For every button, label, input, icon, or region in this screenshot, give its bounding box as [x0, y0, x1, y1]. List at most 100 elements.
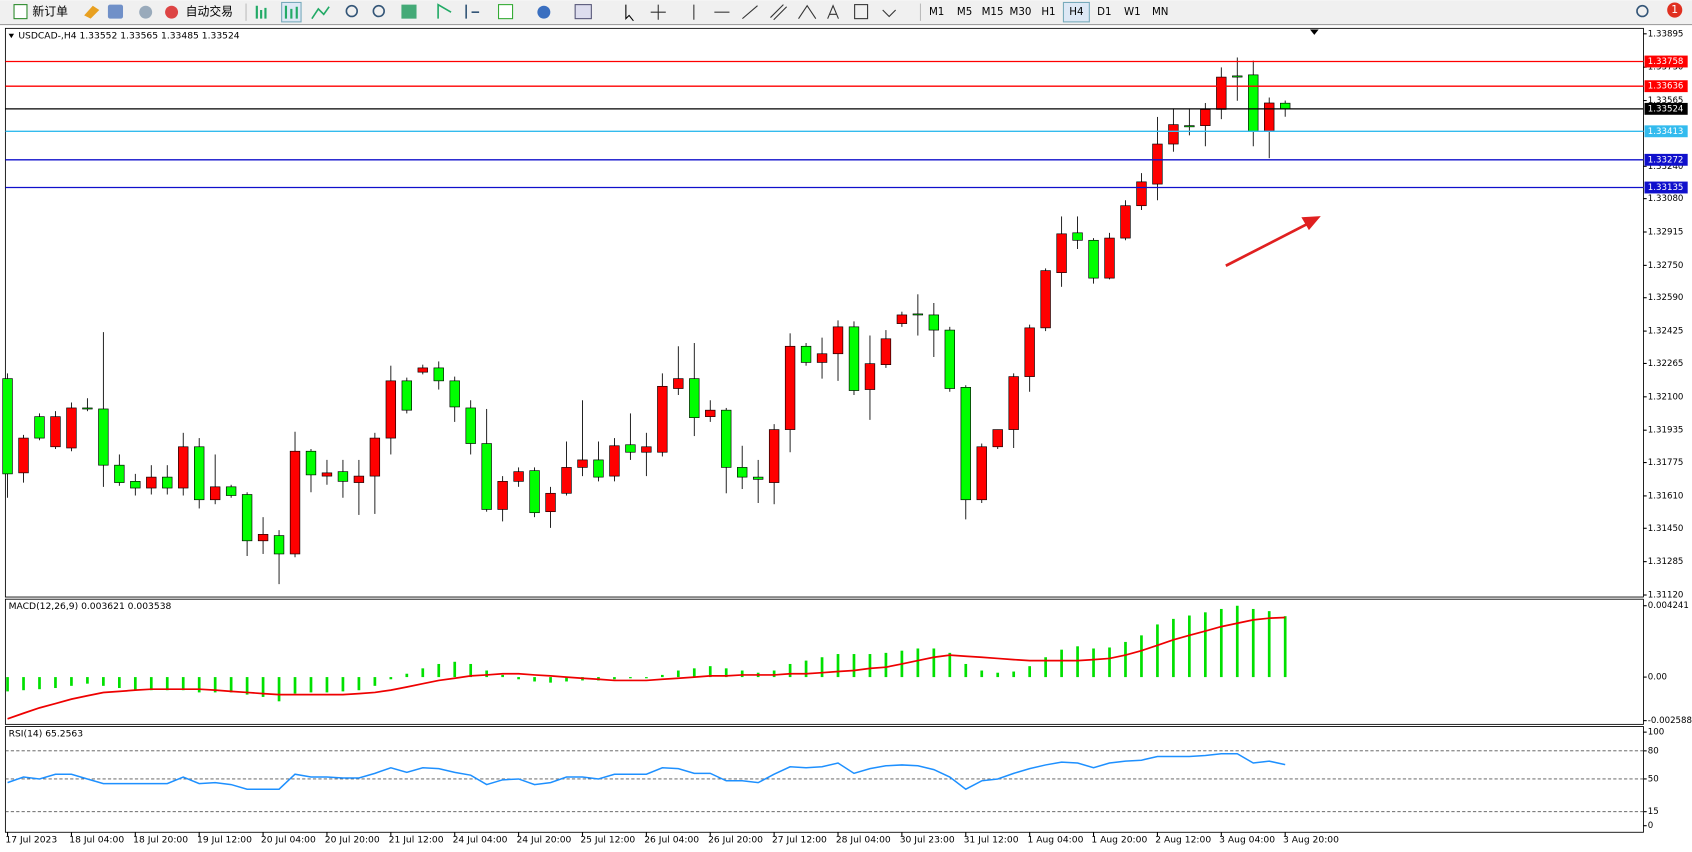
histogram-bar — [772, 670, 776, 678]
macd-panel — [4, 598, 1644, 725]
icon[interactable] — [497, 4, 514, 20]
candle-body — [401, 380, 412, 411]
timeframe-button[interactable]: W1 — [1124, 6, 1141, 18]
icon[interactable] — [255, 5, 267, 19]
candle-body — [257, 534, 269, 542]
timeframe-button[interactable]: M15 — [982, 6, 1004, 18]
button-label[interactable]: 新订单 — [32, 5, 68, 19]
candle-body — [752, 476, 764, 480]
timeframe-button[interactable]: MN — [1152, 6, 1169, 18]
y-tick-label: 1.32915 — [1648, 228, 1684, 238]
icon[interactable] — [537, 5, 551, 19]
candle-body — [513, 471, 524, 482]
channel-tool[interactable] — [770, 4, 788, 21]
zoom-out[interactable] — [372, 4, 385, 18]
zoom-in[interactable] — [345, 4, 358, 18]
trend-tool[interactable] — [742, 5, 758, 20]
text-tool[interactable] — [827, 4, 839, 19]
price-level-label: 1.33636 — [1648, 82, 1684, 92]
histogram-bar — [309, 677, 313, 693]
icon[interactable] — [284, 5, 298, 19]
timeframe-button[interactable]: M5 — [957, 6, 972, 18]
icon[interactable] — [574, 4, 592, 20]
signal-line — [7, 616, 1286, 720]
histogram-bar — [357, 677, 361, 691]
candle-body — [625, 444, 636, 453]
x-tick-label: 18 Jul 20:00 — [133, 834, 188, 845]
candle-body — [178, 446, 189, 489]
candle-body — [880, 338, 892, 365]
timeframe-button[interactable]: M1 — [929, 6, 944, 18]
histogram-bar — [724, 668, 728, 678]
notification-count: 1 — [1671, 3, 1678, 16]
panel-title: MACD(12,26,9) 0.003621 0.003538 — [9, 601, 172, 612]
shapes-tool[interactable] — [882, 9, 897, 18]
icon — [165, 5, 179, 19]
search[interactable] — [1636, 4, 1649, 18]
timeframe-bar: M1 M5 M15 M30 H1 H4 D1 W1 MN — [929, 1, 1169, 23]
histogram-bar — [660, 674, 664, 678]
candle-body — [896, 314, 908, 324]
fibo-tool[interactable] — [798, 4, 817, 19]
icon[interactable] — [139, 5, 153, 19]
cursor-tool[interactable] — [625, 4, 634, 22]
price-level-tag — [1644, 102, 1688, 115]
candle-body — [66, 407, 77, 449]
candle-body — [1232, 75, 1243, 78]
y-tick-label: 1.33730 — [1648, 63, 1684, 73]
candle-body — [1120, 205, 1131, 239]
price-level-label: 1.33272 — [1648, 155, 1684, 165]
candle-body — [1216, 76, 1227, 110]
candle-body — [98, 408, 109, 466]
icon[interactable] — [107, 4, 124, 19]
x-tick-label: 26 Jul 04:00 — [644, 834, 699, 845]
histogram-bar — [229, 677, 233, 693]
icon[interactable] — [437, 3, 452, 19]
histogram-bar — [22, 677, 25, 691]
arrow-head — [1301, 216, 1321, 231]
candle-body — [1056, 233, 1067, 273]
x-tick-label: 17 Jul 2023 — [5, 834, 57, 845]
candle-body — [321, 472, 333, 477]
x-tick-label: 27 Jul 12:00 — [772, 834, 827, 845]
candle-body — [705, 409, 716, 417]
candle-body — [912, 313, 924, 316]
histogram-bar — [54, 677, 57, 689]
timeframe-active — [1062, 1, 1090, 23]
button-label[interactable]: 自动交易 — [186, 5, 233, 19]
auto-trading-button[interactable]: 自动交易 — [165, 5, 233, 19]
y-tick-label: 1.31120 — [1648, 591, 1684, 601]
candle-body — [673, 378, 684, 389]
y-tick-label: 1.33240 — [1648, 162, 1684, 172]
icon[interactable] — [401, 4, 417, 19]
histogram-bar — [6, 677, 9, 692]
y-tick-label: 1.31775 — [1648, 458, 1684, 468]
candle-body — [417, 367, 428, 373]
rsi-line — [7, 752, 1286, 791]
candle-body — [34, 416, 45, 439]
timeframe-button[interactable]: H1 — [1041, 6, 1055, 18]
icon[interactable] — [311, 6, 330, 20]
candle-body — [130, 481, 141, 489]
candle-body — [305, 450, 317, 476]
icon[interactable] — [84, 5, 100, 19]
candle-body — [481, 443, 492, 510]
timeframe-button[interactable]: H4 — [1069, 6, 1083, 18]
histogram-bar — [70, 677, 73, 686]
new-order-button[interactable]: 新订单 — [13, 4, 68, 20]
y-tick-label: 0.00 — [1648, 673, 1667, 683]
histogram-bar — [852, 654, 856, 678]
label-tool[interactable] — [854, 4, 869, 20]
icon — [13, 4, 28, 20]
notification-badge[interactable] — [1667, 2, 1683, 18]
histogram-bar — [1044, 657, 1047, 678]
timeframe-button[interactable]: M30 — [1010, 6, 1032, 18]
y-tick-label: 1.33565 — [1648, 96, 1684, 106]
price-level-tag — [1644, 125, 1688, 138]
histogram-bar — [341, 677, 345, 692]
crosshair-tool[interactable] — [650, 4, 666, 20]
icon[interactable] — [465, 4, 480, 19]
histogram-bar — [868, 654, 872, 678]
timeframe-button[interactable]: D1 — [1097, 6, 1111, 18]
